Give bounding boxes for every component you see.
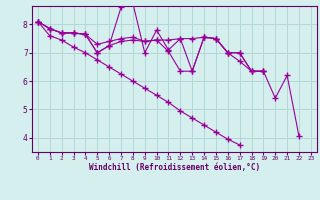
X-axis label: Windchill (Refroidissement éolien,°C): Windchill (Refroidissement éolien,°C) — [89, 163, 260, 172]
